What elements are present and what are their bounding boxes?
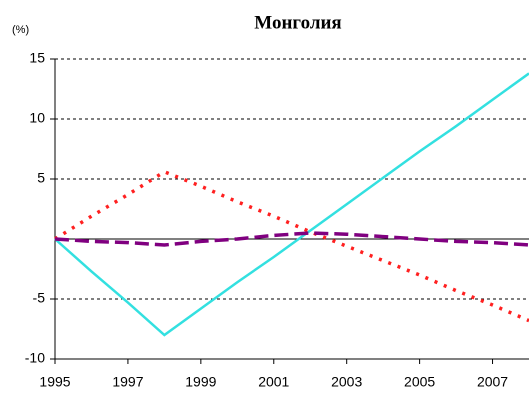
data-line — [54, 169, 529, 323]
x-tick-label: 2005 — [404, 374, 435, 390]
y-tick-label: 5 — [37, 170, 45, 186]
x-tick-label: 2007 — [477, 374, 508, 390]
x-tick-label: 1995 — [39, 374, 70, 390]
x-tick-label: 2001 — [258, 374, 289, 390]
x-tick-label: 2003 — [331, 374, 362, 390]
chart-title: Монголия — [254, 12, 341, 33]
y-tick-label: 10 — [29, 110, 45, 126]
data-line — [54, 72, 529, 337]
y-tick-label: -5 — [33, 290, 46, 306]
y-tick-label: -10 — [25, 350, 45, 366]
y-axis-label: (%) — [12, 24, 29, 36]
x-tick-label: 1999 — [185, 374, 216, 390]
x-tick-label: 1997 — [112, 374, 143, 390]
y-tick-label: 15 — [29, 50, 45, 66]
